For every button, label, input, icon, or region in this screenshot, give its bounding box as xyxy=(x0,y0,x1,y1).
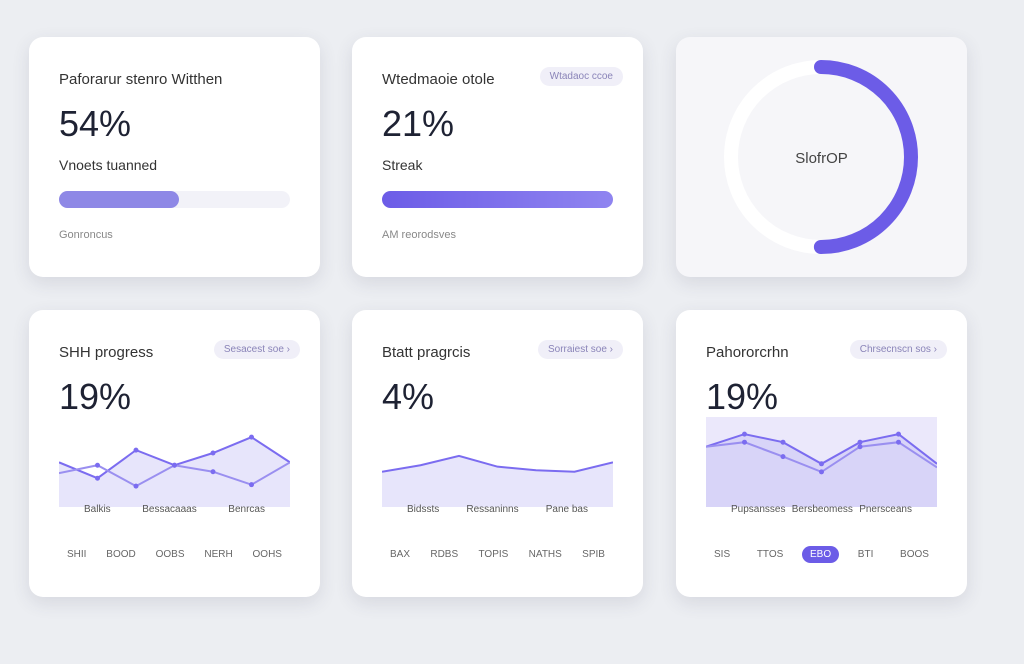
card-title: Paforarur stenro Witthen xyxy=(59,71,223,88)
tab[interactable]: SIS xyxy=(714,549,731,560)
x-label: Bersbeomess xyxy=(791,504,853,515)
tab[interactable]: BOOD xyxy=(106,549,136,560)
card: Wtedmaoie otole Wtadaoc ccoe 21% Streak AM r… xyxy=(352,37,643,277)
tab[interactable]: SHII xyxy=(67,549,87,560)
point xyxy=(133,483,139,489)
card: SlofrOP xyxy=(676,37,967,277)
tabs: BAX RDBS TOPIS NATHS SPIB xyxy=(382,546,613,563)
progress-fill xyxy=(59,191,180,208)
x-labels: Bidssts Ressaninns Pane bas xyxy=(382,504,613,515)
point xyxy=(896,439,901,445)
ring xyxy=(724,60,918,254)
point xyxy=(210,450,216,456)
point xyxy=(857,444,863,450)
card-title: Pahororcrhn xyxy=(706,344,789,361)
x-label: Ressaninns xyxy=(466,504,519,515)
card: SHH progress Sesacest soe › 19% Balkis Bessa… xyxy=(29,310,320,597)
metric-value: 4% xyxy=(382,376,435,417)
tab[interactable]: NATHS xyxy=(528,549,562,560)
point xyxy=(857,439,863,445)
tab[interactable]: BAX xyxy=(390,549,411,560)
progress-track xyxy=(59,191,290,208)
point xyxy=(249,434,254,440)
card-title: SHH progress xyxy=(59,344,154,361)
card: Btatt pragrcis Sorraiest soe › 4% Bidssts Re… xyxy=(352,310,643,597)
area xyxy=(59,437,290,507)
progress-track xyxy=(382,191,613,208)
tab[interactable]: TTOS xyxy=(756,549,784,560)
line-chart xyxy=(382,454,613,507)
badge: Sesacest soe › xyxy=(213,340,300,359)
x-label: Balkis xyxy=(84,504,111,515)
point xyxy=(95,462,100,468)
point xyxy=(210,469,216,475)
subtitle: Streak xyxy=(382,157,423,173)
subtitle: Vnoets tuanned xyxy=(59,157,158,173)
series-line xyxy=(382,454,613,473)
point xyxy=(742,431,747,437)
x-label: Pane bas xyxy=(545,504,588,515)
card: Paforarur stenro Witthen 54% Vnoets tuanne… xyxy=(29,37,320,277)
point xyxy=(896,431,901,437)
x-labels: Balkis Bessacaaas Benrcas xyxy=(59,504,290,515)
x-label: Benrcas xyxy=(228,504,265,515)
area xyxy=(382,455,613,507)
point xyxy=(819,469,824,475)
metric-value: 21% xyxy=(382,103,455,144)
point xyxy=(780,454,786,460)
point xyxy=(95,475,100,481)
badge: Chrsecnscn sos › xyxy=(849,340,947,359)
point xyxy=(742,439,747,445)
x-label: Pnersceans xyxy=(859,504,912,515)
x-labels: Pupsansses Bersbeomess Pnersceans xyxy=(706,504,937,515)
tab[interactable]: OOBS xyxy=(155,549,185,560)
line-chart xyxy=(59,434,290,507)
point xyxy=(819,461,824,467)
tab[interactable]: BOOS xyxy=(900,549,929,560)
x-label: Bessacaaas xyxy=(142,504,197,515)
point xyxy=(780,439,786,445)
footer: Gonroncus xyxy=(59,229,113,241)
ring-label: SlofrOP xyxy=(795,150,848,167)
tab[interactable]: OOHS xyxy=(252,549,282,560)
card-title: Btatt pragrcis xyxy=(382,344,471,361)
tab[interactable]: NERH xyxy=(204,549,233,560)
tab[interactable]: SPIB xyxy=(582,549,605,560)
ring-fill xyxy=(724,60,918,254)
metric-value: 54% xyxy=(59,103,132,144)
card-title: Wtedmaoie otole xyxy=(382,71,495,88)
tab[interactable]: TOPIS xyxy=(478,549,509,560)
footer: AM reorodsves xyxy=(382,229,456,241)
tabs: SHII BOOD OOBS NERH OOHS xyxy=(59,546,290,563)
line-chart xyxy=(706,417,937,507)
tabs: SIS TTOS EBO BTI BOOS xyxy=(706,546,937,563)
tab[interactable]: RDBS xyxy=(430,549,459,560)
metric-value: 19% xyxy=(706,376,779,417)
tab[interactable]: EBO xyxy=(801,546,840,563)
progress-fill xyxy=(382,191,613,208)
badge: Wtadaoc ccoe xyxy=(539,67,623,86)
card: Pahororcrhn Chrsecnscn sos › 19% Pupsansses… xyxy=(676,310,967,597)
badge: Sorraiest soe › xyxy=(537,340,623,359)
tab[interactable]: BTI xyxy=(857,549,874,560)
point xyxy=(133,447,139,453)
point xyxy=(172,462,177,468)
x-label: Bidssts xyxy=(407,504,440,515)
x-label: Pupsansses xyxy=(731,504,786,515)
point xyxy=(249,482,254,488)
metric-value: 19% xyxy=(59,376,132,417)
